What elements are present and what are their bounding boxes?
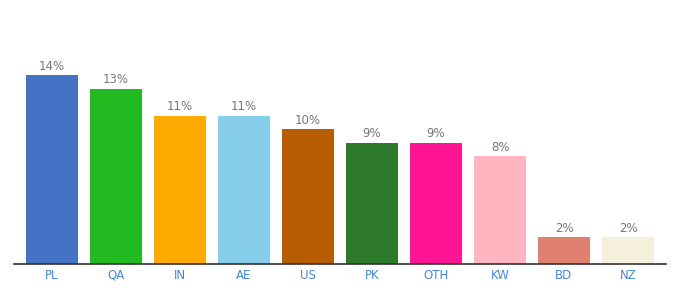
Bar [410, 142, 462, 264]
Text: 10%: 10% [295, 114, 321, 127]
Text: 11%: 11% [167, 100, 193, 113]
Bar [474, 156, 526, 264]
Text: 2%: 2% [619, 222, 637, 235]
Bar [538, 237, 590, 264]
Bar [218, 116, 270, 264]
Text: 8%: 8% [491, 141, 509, 154]
Bar [154, 116, 206, 264]
Text: 14%: 14% [39, 60, 65, 73]
Bar [282, 129, 335, 264]
Text: 11%: 11% [231, 100, 257, 113]
Text: 13%: 13% [103, 74, 129, 86]
Text: 2%: 2% [555, 222, 573, 235]
Bar [90, 88, 142, 264]
Bar [26, 75, 78, 264]
Bar [345, 142, 398, 264]
Text: 9%: 9% [426, 128, 445, 140]
Bar [602, 237, 654, 264]
Text: 9%: 9% [362, 128, 381, 140]
